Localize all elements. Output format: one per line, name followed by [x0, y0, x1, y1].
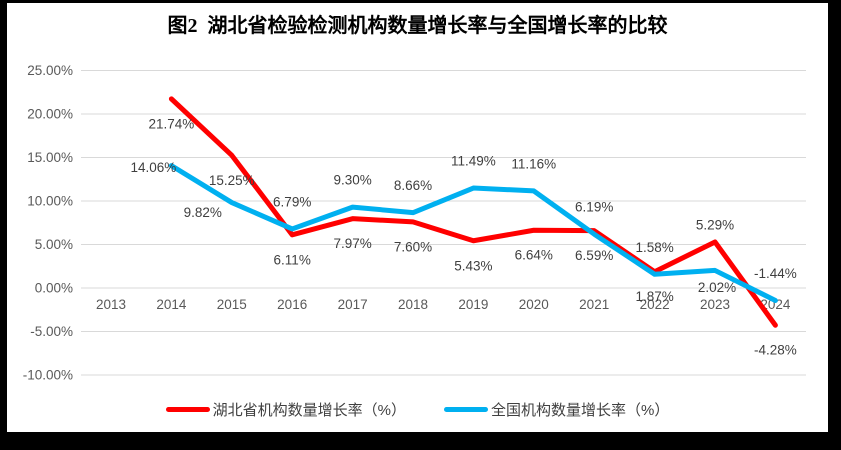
x-axis-tick-label: 2020 — [519, 297, 549, 312]
hubei-series-line — [168, 96, 778, 328]
data-label: 6.64% — [515, 248, 553, 263]
y-axis-tick-label: 25.00% — [27, 63, 73, 78]
data-label: 9.30% — [333, 173, 371, 188]
x-axis-tick-label: 2022 — [640, 297, 670, 312]
data-label: 11.16% — [511, 156, 556, 171]
x-axis-tick-label: 2013 — [96, 297, 126, 312]
data-label: 5.43% — [454, 258, 492, 273]
chart-frame: 图2 湖北省检验检测机构数量增长率与全国增长率的比较 25.00% 20.00% 1… — [7, 3, 828, 432]
data-label: 21.74% — [149, 116, 195, 131]
national-series-line — [168, 163, 778, 304]
x-axis-tick-label: 2019 — [458, 297, 488, 312]
data-label: 15.25% — [209, 173, 255, 188]
data-label: 6.59% — [575, 248, 613, 263]
y-axis-tick-label: -10.00% — [23, 368, 73, 383]
data-label: -1.44% — [754, 266, 797, 281]
x-axis-tick-label: 2014 — [156, 297, 187, 312]
data-label: 7.97% — [333, 236, 371, 251]
x-axis-tick-label: 2023 — [700, 297, 730, 312]
y-axis-tick-label: 0.00% — [35, 281, 73, 296]
legend-item-national: 全国机构数量增长率（%） — [444, 399, 669, 420]
legend-label-national: 全国机构数量增长率（%） — [491, 402, 670, 419]
x-axis-tick-label: 2016 — [277, 297, 307, 312]
data-label: -4.28% — [754, 343, 797, 358]
hubei-line-swatch — [165, 407, 210, 412]
x-axis-tick-label: 2017 — [338, 297, 368, 312]
national-line-swatch — [444, 407, 488, 412]
data-label: 8.66% — [394, 178, 432, 193]
y-axis-tick-label: 20.00% — [27, 107, 73, 122]
data-label: 6.19% — [575, 200, 613, 215]
legend-item-hubei: 湖北省机构数量增长率（%） — [165, 399, 406, 420]
legend-label-hubei: 湖北省机构数量增长率（%） — [212, 402, 406, 419]
data-label: 6.11% — [274, 252, 311, 267]
data-label: 9.82% — [184, 205, 222, 220]
data-label: 6.79% — [273, 194, 311, 209]
data-label: 1.58% — [635, 240, 673, 255]
data-label: 2.02% — [698, 280, 736, 295]
data-label: 7.60% — [394, 239, 432, 254]
y-axis-tick-label: 15.00% — [27, 150, 73, 165]
data-label: 1.87% — [635, 289, 673, 304]
x-axis-tick-label: 2018 — [398, 297, 428, 312]
x-axis-tick-label: 2024 — [760, 297, 791, 312]
chart-plot-area: 25.00% 20.00% 15.00% 10.00% 5.00% 0.00% -5.00%… — [23, 63, 806, 383]
y-axis-tick-label: 5.00% — [35, 237, 73, 252]
x-axis-tick-label: 2015 — [217, 297, 247, 312]
chart-title: 图2 湖北省检验检测机构数量增长率与全国增长率的比较 — [167, 15, 668, 37]
data-label: 5.29% — [696, 217, 734, 232]
data-label: 11.49% — [451, 154, 496, 169]
chart-legend: 湖北省机构数量增长率（%） 全国机构数量增长率（%） — [7, 399, 828, 420]
y-axis-tick-label: -5.00% — [30, 324, 73, 339]
data-label: 14.06% — [131, 160, 177, 175]
x-axis-tick-label: 2021 — [579, 297, 609, 312]
y-axis-tick-label: 10.00% — [27, 194, 73, 209]
